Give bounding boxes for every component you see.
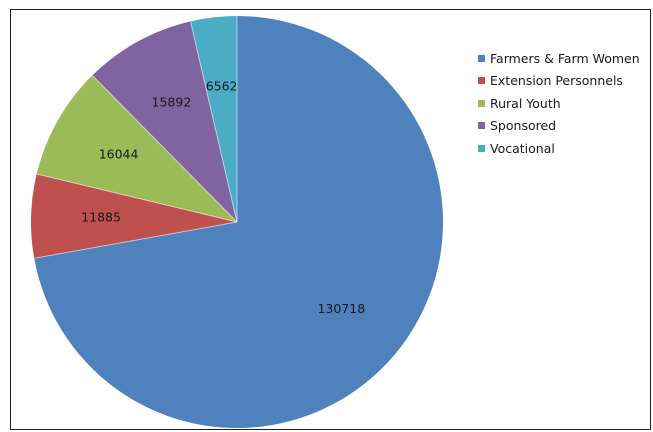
legend-item-farmers: Farmers & Farm Women [478,47,640,70]
slice-separator [91,75,238,223]
legend-swatch-vocational [478,144,485,152]
data-label-rural-youth: 16044 [99,147,139,162]
pie-chart: 130718 11885 16044 15892 6562 [31,16,444,428]
legend-swatch-rural-youth [478,99,485,107]
slice-separator [36,173,238,223]
legend-label-farmers: Farmers & Farm Women [490,50,640,66]
legend-item-sponsored: Sponsored [478,115,640,138]
legend-label-rural-youth: Rural Youth [490,95,561,111]
pie-slice-sponsored [92,21,238,222]
slice-separator [34,221,238,259]
pie-slice-rural-youth [36,75,237,222]
legend-item-vocational: Vocational [478,137,640,160]
data-label-extension: 11885 [81,210,121,225]
data-label-vocational: 6562 [206,78,238,93]
pie-slice-extension [31,174,238,259]
data-label-farmers: 130718 [317,301,365,316]
legend-item-rural-youth: Rural Youth [478,92,640,115]
chart-legend: Farmers & Farm Women Extension Personnel… [478,47,640,160]
legend-swatch-extension [478,77,485,85]
legend-item-extension: Extension Personnels [478,70,640,93]
slice-separator [190,21,238,223]
legend-swatch-sponsored [478,122,485,130]
chart-area: 130718 11885 16044 15892 6562 Farmers & Farm… [10,9,651,430]
legend-label-extension: Extension Personnels [490,73,623,89]
data-label-sponsored: 15892 [152,94,192,109]
legend-label-sponsored: Sponsored [490,118,557,134]
legend-label-vocational: Vocational [490,140,555,156]
legend-swatch-farmers [478,54,485,62]
pie-slice-farmers [34,16,444,428]
